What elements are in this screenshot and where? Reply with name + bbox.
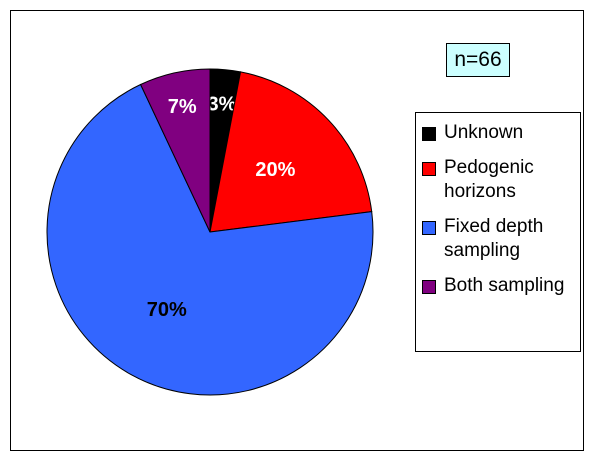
- legend-label: Pedogenic horizons: [444, 157, 534, 202]
- data-label: 3%: [208, 94, 237, 116]
- data-label: 70%: [147, 299, 187, 321]
- legend-label: Fixed depth sampling: [444, 216, 544, 261]
- chart-frame: [10, 10, 584, 451]
- legend-swatch: [422, 221, 436, 235]
- pie-slice: [209, 71, 373, 233]
- legend-item: Pedogenic horizons: [416, 156, 580, 204]
- annotation: n=66: [446, 43, 510, 77]
- legend-item: Unknown: [416, 121, 580, 145]
- legend-label: Both sampling: [444, 275, 565, 296]
- data-label: 7%: [168, 96, 197, 118]
- legend: Unknown Pedogenic horizons Fixed depth sam…: [415, 112, 581, 352]
- legend-swatch: [422, 280, 436, 294]
- legend-label: Unknown: [444, 122, 524, 143]
- legend-item: Fixed depth sampling: [416, 215, 580, 263]
- data-label: 20%: [255, 159, 295, 181]
- legend-item: Both sampling: [416, 274, 580, 298]
- pie-slice: [46, 83, 374, 396]
- pie-slice: [139, 68, 211, 233]
- legend-swatch: [422, 127, 436, 141]
- legend-swatch: [422, 162, 436, 176]
